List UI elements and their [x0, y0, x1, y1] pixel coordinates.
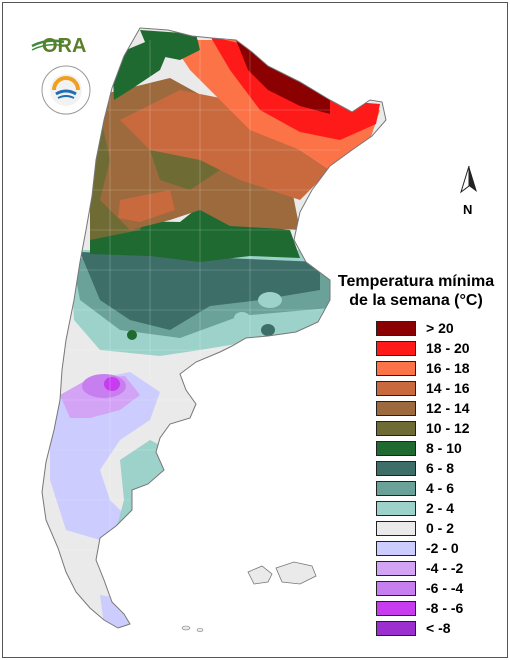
legend-swatch [376, 521, 416, 536]
legend-item: 12 - 14 [376, 400, 506, 419]
legend-swatch [376, 421, 416, 436]
north-arrow-icon [460, 165, 477, 194]
legend-item: -8 - -6 [376, 600, 506, 619]
legend-item: 8 - 10 [376, 440, 506, 459]
legend-label: -6 - -4 [426, 580, 464, 596]
legend-label: -8 - -6 [426, 600, 464, 616]
legend-item: 16 - 18 [376, 360, 506, 379]
ora-logo-text: ORA [42, 35, 86, 57]
legend-item: -6 - -4 [376, 580, 506, 599]
legend: Temperatura mínima de la semana (°C) > 2… [326, 272, 506, 636]
legend-item: 10 - 12 [376, 420, 506, 439]
legend-swatch [376, 601, 416, 616]
ora-logo: ORA [31, 35, 91, 115]
legend-label: 6 - 8 [426, 460, 455, 476]
legend-swatch [376, 501, 416, 516]
legend-label: -2 - 0 [426, 540, 459, 556]
legend-item: 4 - 6 [376, 480, 506, 499]
legend-swatch [376, 461, 416, 476]
legend-swatch [376, 361, 416, 376]
legend-swatch [376, 321, 416, 336]
legend-label: 4 - 6 [426, 480, 455, 496]
north-label: N [463, 202, 473, 217]
legend-swatch [376, 621, 416, 636]
legend-label: < -8 [426, 620, 451, 636]
legend-label: 0 - 2 [426, 520, 455, 536]
legend-label: 10 - 12 [426, 420, 470, 436]
legend-swatch [376, 401, 416, 416]
legend-item: 6 - 8 [376, 460, 506, 479]
legend-label: 14 - 16 [426, 380, 470, 396]
legend-item: < -8 [376, 620, 506, 639]
legend-item: 18 - 20 [376, 340, 506, 359]
legend-swatch [376, 561, 416, 576]
legend-label: > 20 [426, 320, 454, 336]
legend-item: > 20 [376, 320, 506, 339]
north-arrow: N [455, 162, 485, 222]
legend-swatch [376, 581, 416, 596]
legend-item: 14 - 16 [376, 380, 506, 399]
legend-swatch [376, 441, 416, 456]
legend-label: 16 - 18 [426, 360, 470, 376]
legend-swatch [376, 381, 416, 396]
legend-swatch [376, 341, 416, 356]
legend-label: 8 - 10 [426, 440, 462, 456]
legend-swatch [376, 541, 416, 556]
legend-label: 2 - 4 [426, 500, 455, 516]
legend-item: 0 - 2 [376, 520, 506, 539]
legend-swatch [376, 481, 416, 496]
legend-label: 18 - 20 [426, 340, 470, 356]
legend-title-line1: Temperatura mínima [337, 273, 495, 290]
legend-item: -4 - -2 [376, 560, 506, 579]
legend-label: 12 - 14 [426, 400, 470, 416]
malvinas-islands [247, 561, 317, 585]
legend-title-line2: de la semana (°C) [349, 292, 483, 309]
legend-item: -2 - 0 [376, 540, 506, 559]
legend-title: Temperatura mínima de la semana (°C) [326, 272, 506, 310]
legend-item: 2 - 4 [376, 500, 506, 519]
legend-label: -4 - -2 [426, 560, 464, 576]
logo-block: ORA [30, 28, 100, 118]
